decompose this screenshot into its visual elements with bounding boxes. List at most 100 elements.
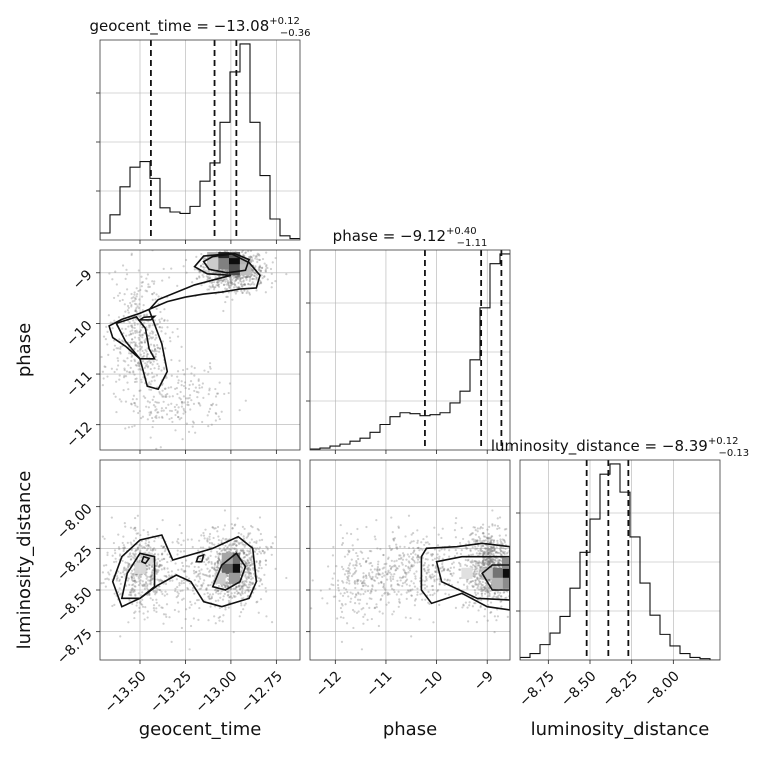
sample-point xyxy=(244,583,247,586)
sample-point xyxy=(502,551,505,555)
sample-point xyxy=(231,527,234,530)
sample-point xyxy=(156,561,159,564)
sample-point xyxy=(157,557,160,560)
sample-point xyxy=(431,563,434,567)
sample-point xyxy=(357,610,360,613)
sample-point xyxy=(230,276,233,279)
sample-point xyxy=(115,380,118,383)
sample-point xyxy=(354,593,358,596)
panel-title-geocent_time: geocent_time = −13.08+0.12 −0.36 xyxy=(89,16,310,39)
density-cell xyxy=(207,258,219,270)
sample-point xyxy=(188,396,191,400)
sample-point xyxy=(135,364,138,367)
sample-point xyxy=(241,581,244,584)
sample-point xyxy=(498,547,502,551)
sample-point xyxy=(216,564,219,567)
sample-point xyxy=(246,568,249,571)
sample-point xyxy=(153,552,157,556)
sample-point xyxy=(481,560,484,563)
sample-point xyxy=(492,552,495,556)
sample-point xyxy=(122,546,125,550)
sample-point xyxy=(221,279,224,282)
sample-point xyxy=(177,416,180,419)
sample-point xyxy=(413,559,416,563)
sample-point xyxy=(188,606,191,609)
sample-point xyxy=(209,583,212,587)
sample-point xyxy=(500,550,503,553)
sample-point xyxy=(216,279,219,282)
sample-point xyxy=(485,547,488,550)
sample-point xyxy=(265,265,268,268)
sample-point xyxy=(157,367,160,370)
sample-point xyxy=(361,580,365,583)
sample-point xyxy=(342,581,345,584)
sample-point xyxy=(361,584,364,588)
sample-point xyxy=(136,361,140,364)
sample-point xyxy=(250,282,253,286)
sample-point xyxy=(250,273,253,276)
sample-point xyxy=(492,539,495,542)
sample-point xyxy=(476,562,479,565)
sample-point xyxy=(487,559,490,563)
sample-point xyxy=(500,605,503,608)
x-tick-label: −9 xyxy=(471,668,497,694)
sample-point xyxy=(471,584,474,587)
sample-point xyxy=(123,547,126,550)
sample-point xyxy=(183,381,187,384)
sample-point xyxy=(337,586,340,590)
sample-point xyxy=(477,561,481,565)
panel-background xyxy=(520,460,720,660)
sample-point xyxy=(138,348,142,351)
sample-point xyxy=(229,278,232,281)
sample-point xyxy=(477,609,480,612)
sample-point xyxy=(483,552,487,555)
sample-point xyxy=(231,298,234,301)
sample-point xyxy=(254,265,257,268)
sample-point xyxy=(127,364,130,367)
sample-point xyxy=(221,268,225,272)
sample-point xyxy=(217,415,220,418)
sample-point xyxy=(356,527,359,531)
sample-point xyxy=(195,277,198,280)
sample-point xyxy=(210,550,213,553)
sample-point xyxy=(191,383,195,386)
sample-point xyxy=(234,547,237,550)
sample-point xyxy=(248,276,251,279)
sample-point xyxy=(155,601,158,604)
sample-point xyxy=(217,589,220,592)
sample-point xyxy=(182,412,185,415)
sample-point xyxy=(197,378,200,381)
density-cell xyxy=(228,552,241,564)
sample-point xyxy=(443,548,446,551)
sample-point xyxy=(141,349,144,353)
sample-point xyxy=(129,558,132,561)
sample-point xyxy=(410,565,413,568)
sample-point xyxy=(135,329,138,332)
sample-point xyxy=(505,596,508,599)
sample-point xyxy=(135,306,138,309)
sample-point xyxy=(133,336,137,339)
sample-point xyxy=(487,545,490,548)
density-cell xyxy=(501,557,510,569)
sample-point xyxy=(489,589,492,593)
sample-point xyxy=(348,579,351,582)
sample-point xyxy=(247,552,251,556)
sample-point xyxy=(438,603,441,606)
sample-point xyxy=(451,574,454,577)
sample-point xyxy=(221,279,225,282)
sample-point xyxy=(496,527,499,531)
sample-point xyxy=(180,568,183,571)
sample-point xyxy=(128,583,131,586)
sample-point xyxy=(332,595,335,598)
sample-point xyxy=(224,538,227,541)
sample-point xyxy=(265,264,268,267)
sample-point xyxy=(147,533,150,536)
sample-point xyxy=(348,572,351,575)
sample-point xyxy=(431,584,434,588)
sample-point xyxy=(490,549,493,552)
sample-point xyxy=(264,270,268,273)
sample-point xyxy=(491,550,494,553)
sample-point xyxy=(141,341,144,344)
sample-point xyxy=(382,585,385,589)
sample-point xyxy=(416,587,419,590)
